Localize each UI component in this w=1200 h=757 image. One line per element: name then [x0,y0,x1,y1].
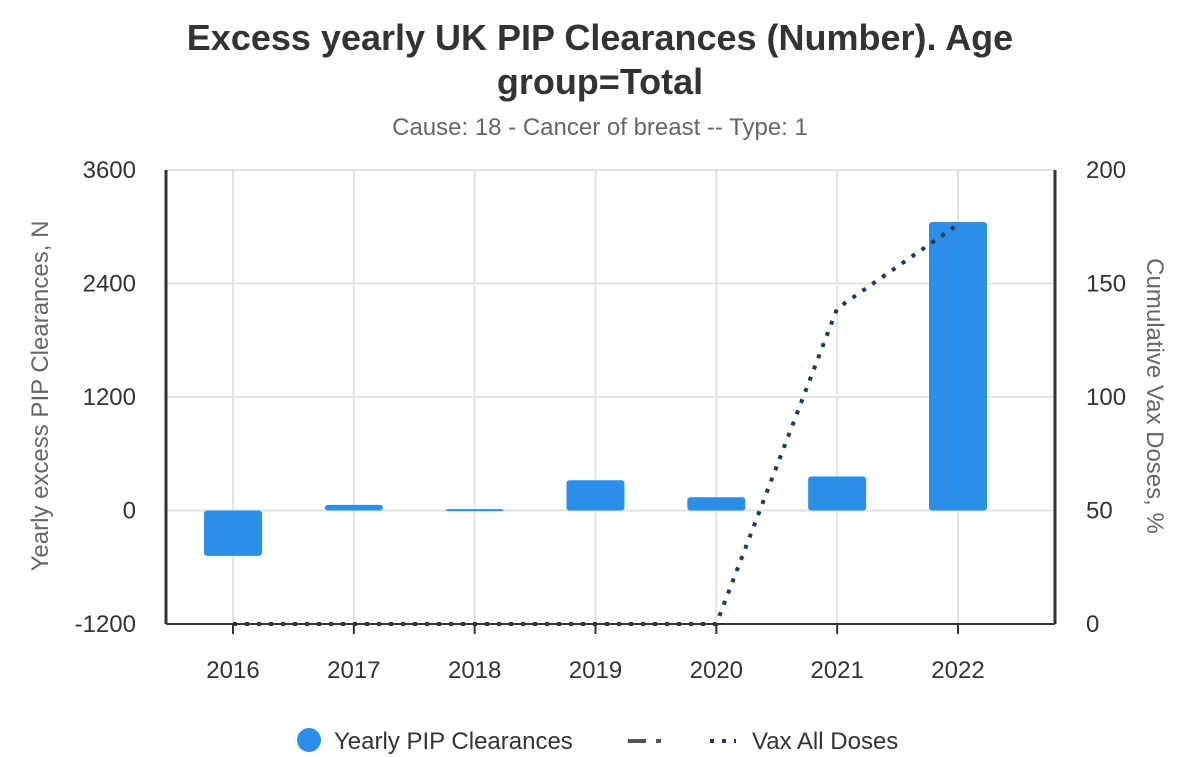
left-axis-title: Yearly excess PIP Clearances, N [27,221,54,572]
chart-title-line-1: Excess yearly UK PIP Clearances (Number)… [187,17,1013,58]
left-tick-label: 2400 [83,271,136,298]
right-tick-label: 100 [1086,384,1126,411]
legend-item-pip[interactable]: Yearly PIP Clearances [297,728,573,755]
x-tick-label: 2019 [569,657,622,684]
legend-vax-label: Vax All Doses [752,728,898,755]
x-tick-label: 2022 [931,657,984,684]
pip-bar [324,504,383,511]
legend: Yearly PIP Clearances Vax All Doses [297,728,898,755]
grid-lines [166,169,1055,625]
axes [164,170,1057,634]
left-tick-label: 3600 [83,157,136,184]
bar-series [204,222,987,556]
left-tick-label: -1200 [75,611,136,638]
pip-bar [566,480,625,511]
legend-pip-marker [297,728,321,752]
left-tick-label: 0 [123,498,136,525]
chart-subtitle: Cause: 18 - Cancer of breast -- Type: 1 [392,114,808,141]
tick-labels: 3600 2400 1200 0 -1200 200 150 100 50 0 2016 2017 20… [75,157,1126,684]
x-tick-label: 2016 [206,657,259,684]
right-tick-label: 200 [1086,157,1126,184]
x-tick-label: 2020 [690,657,743,684]
pip-bar [808,476,867,511]
legend-pip-label: Yearly PIP Clearances [334,728,573,755]
legend-item-vax[interactable]: Vax All Doses [710,728,898,755]
pip-bar [204,510,262,556]
chart-title-line-2: group=Total [497,61,703,102]
pip-bar [445,509,504,512]
x-tick-label: 2017 [327,657,380,684]
pip-bar [687,497,746,511]
right-tick-label: 150 [1086,271,1126,298]
left-tick-label: 1200 [83,384,136,411]
right-axis-title: Cumulative Vax Doses, % [1141,258,1168,534]
x-tick-label: 2018 [448,657,501,684]
x-tick-label: 2021 [810,657,863,684]
pip-bar [929,222,987,511]
right-tick-label: 0 [1086,611,1099,638]
right-tick-label: 50 [1086,498,1113,525]
